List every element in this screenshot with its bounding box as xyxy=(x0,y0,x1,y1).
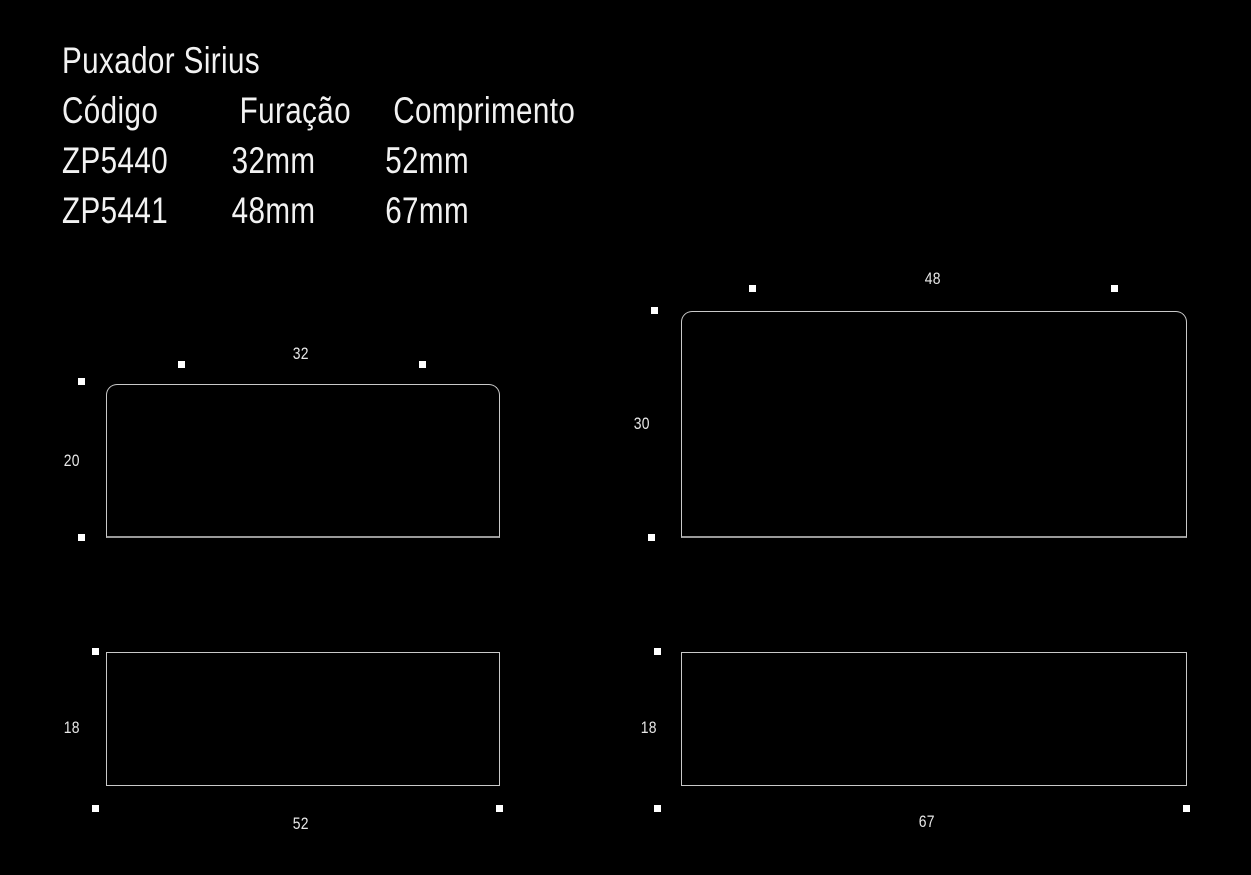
dimension-width-label: 67 xyxy=(918,812,935,831)
grip-point[interactable] xyxy=(1183,805,1190,812)
grip-point[interactable] xyxy=(78,378,85,385)
cell-codigo: ZP5440 xyxy=(62,140,169,181)
table-row: ZP5441 48mm 67mm xyxy=(62,186,633,236)
cell-furacao: 48mm xyxy=(231,190,316,231)
dimension-height-label: 30 xyxy=(633,414,650,433)
page-title: Puxador Sirius xyxy=(62,40,261,81)
profile-outline-zp5440-lateral[interactable] xyxy=(106,384,500,538)
profile-outline-zp5441-frontal[interactable] xyxy=(681,652,1187,786)
grip-point[interactable] xyxy=(1111,285,1118,292)
grip-point[interactable] xyxy=(178,361,185,368)
dimension-width-label: 48 xyxy=(924,269,941,288)
dimension-width-label: 32 xyxy=(292,344,309,363)
cell-comprimento: 67mm xyxy=(385,190,470,231)
profile-outline-zp5440-frontal[interactable] xyxy=(106,652,500,786)
cell-comprimento: 52mm xyxy=(385,140,470,181)
grip-point[interactable] xyxy=(648,534,655,541)
column-header-furacao: Furação xyxy=(239,90,351,131)
grip-point[interactable] xyxy=(92,648,99,655)
grip-point[interactable] xyxy=(749,285,756,292)
grip-point[interactable] xyxy=(78,534,85,541)
cell-furacao: 32mm xyxy=(231,140,316,181)
product-info-block: Puxador Sirius Código Furação Compriment… xyxy=(62,36,776,236)
grip-point[interactable] xyxy=(92,805,99,812)
table-header-row: Código Furação Comprimento xyxy=(62,86,633,136)
profile-outline-zp5441-lateral[interactable] xyxy=(681,311,1187,538)
grip-point[interactable] xyxy=(654,805,661,812)
dimension-height-label: 20 xyxy=(63,451,80,470)
dimension-height-label: 18 xyxy=(640,718,657,737)
cell-codigo: ZP5441 xyxy=(62,190,169,231)
dimension-width-label: 52 xyxy=(292,814,309,833)
grip-point[interactable] xyxy=(496,805,503,812)
column-header-codigo: Código xyxy=(62,90,159,131)
table-row: ZP5440 32mm 52mm xyxy=(62,136,633,186)
grip-point[interactable] xyxy=(419,361,426,368)
grip-point[interactable] xyxy=(651,307,658,314)
dimension-height-label: 18 xyxy=(63,718,80,737)
column-header-comprimento: Comprimento xyxy=(393,90,576,131)
grip-point[interactable] xyxy=(654,648,661,655)
